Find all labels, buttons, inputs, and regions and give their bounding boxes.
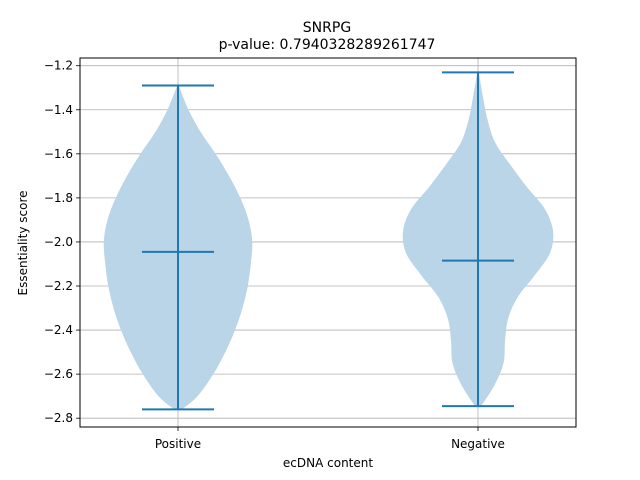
y-axis-label: Essentiality score [16, 191, 30, 296]
y-tick-label: −1.6 [44, 147, 73, 161]
y-tick-label: −1.2 [44, 59, 73, 73]
y-tick-label: −2.8 [44, 411, 73, 425]
x-tick-label: Positive [155, 437, 201, 451]
violin-stat-lines [142, 71, 514, 411]
axis-ticks: −1.2 −1.4 −1.6 −1.8 −2.0 −2.2 −2.4 −2.6 −2.8 Posi… [44, 59, 505, 451]
chart-title: SNRPG [303, 20, 351, 36]
y-tick-label: −2.4 [44, 323, 73, 337]
y-tick-label: −1.8 [44, 191, 73, 205]
y-tick-label: −2.2 [44, 279, 73, 293]
x-axis-label: ecDNA content [283, 456, 373, 470]
x-tick-label: Negative [451, 437, 505, 451]
plot-frame [79, 57, 577, 428]
y-tick-label: −2.6 [44, 367, 73, 381]
y-tick-label: −1.4 [44, 103, 73, 117]
violin-bodies [103, 72, 554, 410]
chart-subtitle: p-value: 0.7940328289261747 [219, 37, 436, 53]
y-tick-label: −2.0 [44, 235, 73, 249]
